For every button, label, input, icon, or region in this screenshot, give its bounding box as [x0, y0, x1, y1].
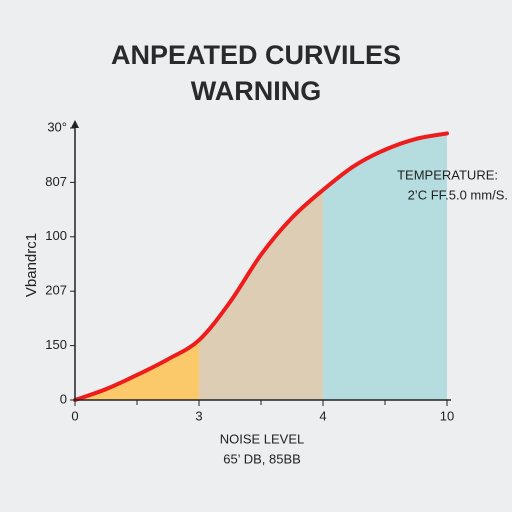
y-axis-label: Vbandrc1 [23, 233, 40, 297]
region [199, 190, 323, 400]
y-axis-arrow [71, 120, 79, 128]
y-tick-label: 100 [45, 228, 67, 243]
x-axis-label: 65’ DB, 85BB [223, 451, 301, 466]
region [323, 133, 447, 400]
x-tick-label: 0 [71, 408, 78, 423]
plot: 0 150 207 100 807 30° 0 3 4 10 [45, 119, 454, 423]
y-tick-label: 150 [45, 337, 67, 352]
curve [73, 131, 449, 402]
y-tick-label: 0 [60, 391, 67, 406]
annotation: 2’C FF.5.0 mm/S. [408, 187, 508, 202]
x-tick-label: 10 [440, 408, 454, 423]
annotation: TEMPERATURE: [397, 167, 498, 182]
x-tick-label: 4 [319, 408, 326, 423]
region [75, 340, 199, 400]
x-tick-label: 3 [195, 408, 202, 423]
chart-title: WARNING [191, 76, 322, 106]
y-tick-label: 807 [45, 174, 67, 189]
y-tick-label: 30° [47, 119, 67, 134]
chart-title: ANPEATED CURVILES [111, 40, 401, 70]
x-axis-label: NOISE LEVEL [220, 431, 305, 446]
y-tick-label: 207 [45, 283, 67, 298]
